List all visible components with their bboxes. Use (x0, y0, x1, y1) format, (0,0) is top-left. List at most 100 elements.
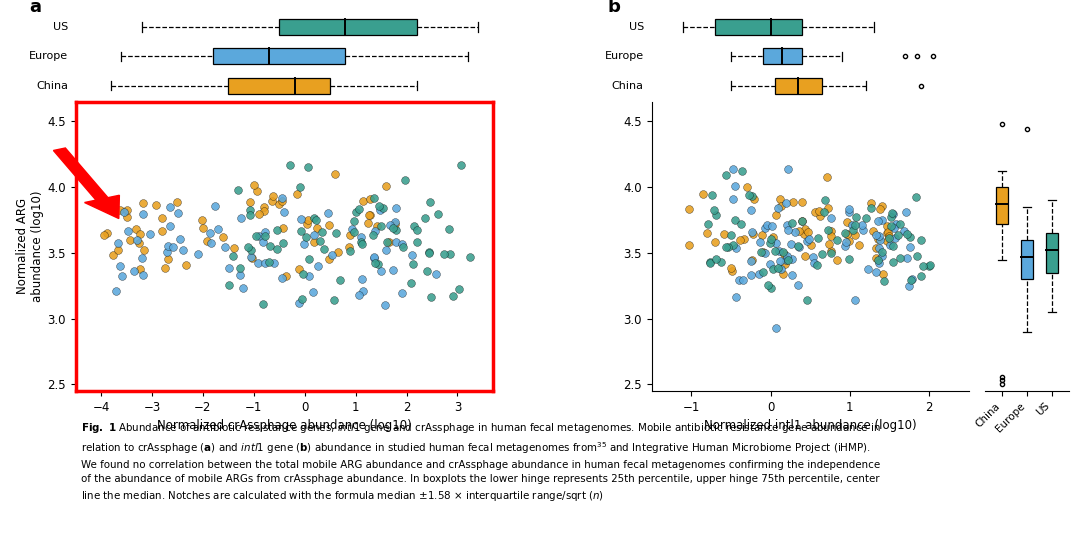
Point (321, 255, 338, 263)
Point (248, 187, 266, 196)
Point (298, 220, 315, 228)
Point (902, 275, 919, 284)
Bar (1045, 233, 1058, 273)
Text: b: b (607, 0, 620, 15)
Point (707, 211, 725, 219)
Point (867, 231, 885, 240)
Point (299, 216, 316, 225)
Point (807, 208, 824, 216)
Point (388, 226, 405, 235)
Point (380, 238, 397, 247)
Point (872, 205, 889, 214)
Point (744, 228, 761, 236)
Point (135, 199, 152, 207)
Point (762, 284, 780, 293)
Point (343, 225, 361, 233)
Point (375, 204, 392, 213)
Bar (996, 187, 1009, 224)
Point (141, 230, 159, 238)
Point (881, 241, 899, 249)
Point (775, 250, 793, 259)
Point (779, 221, 796, 229)
Point (153, 214, 171, 222)
Point (809, 261, 826, 269)
Point (761, 260, 779, 268)
Point (743, 191, 760, 200)
Point (867, 244, 885, 252)
Point (118, 212, 135, 221)
Point (741, 190, 758, 199)
Point (255, 238, 272, 246)
Point (291, 183, 308, 191)
Point (882, 213, 900, 221)
Point (268, 226, 285, 235)
Point (750, 270, 767, 278)
Point (812, 212, 829, 220)
Point (743, 257, 760, 265)
Point (365, 253, 382, 261)
Point (880, 232, 897, 240)
Point (384, 266, 402, 274)
Point (860, 264, 877, 273)
Point (765, 264, 782, 273)
Point (164, 243, 181, 252)
Point (779, 252, 796, 260)
Point (260, 258, 278, 266)
Point (409, 226, 427, 235)
Point (109, 246, 126, 254)
Point (370, 202, 388, 211)
Point (273, 193, 291, 202)
Point (847, 221, 864, 229)
Point (323, 251, 340, 259)
Point (902, 243, 919, 252)
Point (266, 259, 283, 267)
Point (768, 239, 785, 247)
Point (786, 228, 804, 236)
Point (162, 203, 179, 212)
Point (887, 220, 904, 228)
Point (767, 247, 784, 255)
Point (820, 204, 837, 212)
Point (899, 253, 916, 262)
Point (791, 243, 808, 252)
Text: a: a (29, 0, 42, 15)
Point (220, 281, 238, 289)
Point (189, 249, 206, 258)
Point (110, 239, 127, 247)
Point (249, 259, 267, 267)
Point (194, 223, 212, 232)
Point (274, 239, 292, 248)
Point (870, 259, 888, 268)
Point (882, 222, 900, 230)
Point (778, 199, 795, 208)
Point (914, 262, 931, 270)
Point (840, 254, 858, 263)
Point (393, 240, 410, 248)
Point (796, 230, 813, 238)
Point (828, 255, 846, 264)
Point (341, 231, 359, 239)
Point (291, 264, 308, 273)
Point (822, 246, 839, 255)
Point (755, 268, 772, 276)
Point (444, 292, 461, 300)
Point (735, 235, 753, 244)
Point (707, 255, 725, 263)
Point (870, 244, 888, 252)
Point (875, 277, 892, 285)
Point (774, 248, 792, 256)
Point (178, 261, 195, 269)
Point (725, 241, 742, 249)
Point (874, 201, 891, 210)
Point (742, 206, 759, 214)
Point (387, 220, 404, 229)
Point (310, 262, 327, 270)
Point (275, 207, 293, 216)
Bar (213, 49, 346, 64)
Point (225, 252, 242, 260)
Point (364, 230, 381, 239)
Point (728, 244, 745, 252)
Point (111, 206, 129, 214)
Point (838, 238, 855, 246)
Point (303, 288, 321, 296)
